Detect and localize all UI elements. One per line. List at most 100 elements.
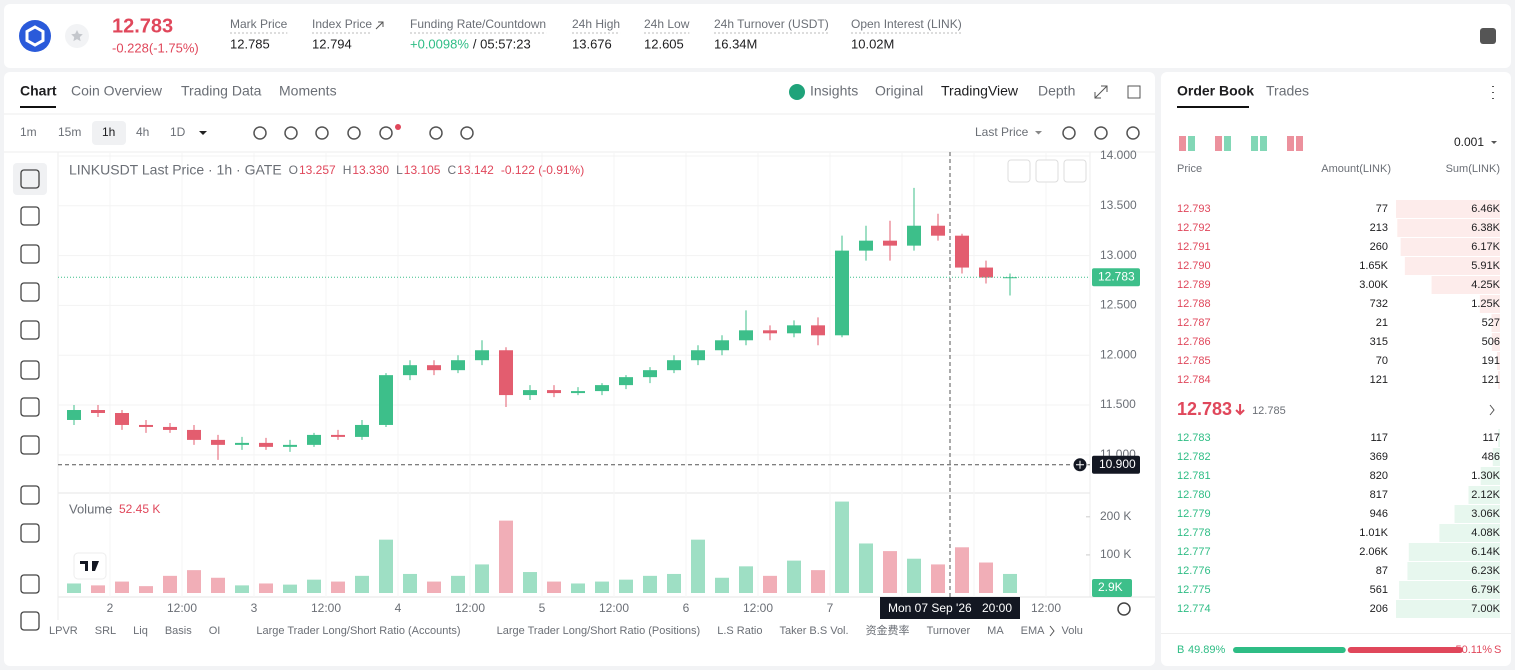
drawing-tool[interactable]: [20, 169, 40, 189]
drawing-tool[interactable]: [20, 397, 40, 417]
indicator-tab[interactable]: OI: [209, 625, 221, 637]
ob-price[interactable]: 12.787: [1177, 317, 1211, 329]
view-tab[interactable]: Insights: [810, 83, 858, 99]
tool-icon[interactable]: [460, 126, 474, 140]
ob-price[interactable]: 12.786: [1177, 336, 1211, 348]
chart-tab[interactable]: Coin Overview: [71, 83, 163, 99]
drawing-tool[interactable]: [20, 611, 40, 631]
drawing-tool[interactable]: [20, 360, 40, 380]
pane-button[interactable]: [1007, 159, 1031, 183]
chart-tab[interactable]: Chart: [20, 83, 57, 99]
candle-body: [931, 225, 945, 236]
drawing-tool[interactable]: [20, 282, 40, 302]
ob-price[interactable]: 12.788: [1177, 298, 1211, 310]
order-book-tab[interactable]: Order Book: [1177, 83, 1254, 99]
window-icon[interactable]: [1127, 85, 1141, 99]
ob-price[interactable]: 12.777: [1177, 546, 1211, 558]
ob-price[interactable]: 12.782: [1177, 451, 1211, 463]
indicator-tab[interactable]: L.S Ratio: [717, 625, 762, 637]
indicator-tab[interactable]: Volu: [1062, 625, 1083, 637]
price-type[interactable]: Last Price: [975, 125, 1029, 139]
drawing-tool[interactable]: [20, 485, 40, 505]
indicator-tab[interactable]: Large Trader Long/Short Ratio (Accounts): [256, 625, 460, 637]
indicator-tab[interactable]: Basis: [165, 625, 192, 637]
chevron[interactable]: [1489, 404, 1495, 416]
sidebar-icon[interactable]: [1480, 28, 1496, 44]
volume-bar: [667, 573, 681, 593]
order-book-tab[interactable]: Trades: [1266, 83, 1309, 99]
ob-price[interactable]: 12.776: [1177, 565, 1211, 577]
indicator-tab[interactable]: MA: [987, 625, 1004, 637]
drawing-tool[interactable]: [20, 435, 40, 455]
tool-icon[interactable]: [379, 126, 393, 140]
drawing-tool[interactable]: [20, 244, 40, 264]
ob-price[interactable]: 12.791: [1177, 241, 1211, 253]
ob-price[interactable]: 12.784: [1177, 374, 1211, 386]
drawing-tool[interactable]: [20, 523, 40, 543]
settings-button[interactable]: [1117, 602, 1131, 616]
interval[interactable]: 1D: [170, 125, 186, 139]
tool-icon[interactable]: [284, 126, 298, 140]
stat-value: 12.785: [230, 36, 270, 51]
chart-tab[interactable]: Trading Data: [181, 83, 262, 99]
candle-body: [139, 424, 153, 427]
ob-price[interactable]: 12.790: [1177, 260, 1211, 272]
indicator-tab[interactable]: Turnover: [927, 625, 971, 637]
crosshair-price-tag: [1092, 455, 1140, 474]
layout-icon[interactable]: [1287, 136, 1294, 151]
volume-bar: [307, 579, 321, 593]
indicator-tab[interactable]: LPVR: [49, 625, 78, 637]
tool-icon[interactable]: [315, 126, 329, 140]
ob-price[interactable]: 12.792: [1177, 222, 1211, 234]
indicator-tab[interactable]: EMA: [1021, 625, 1046, 637]
volume-bar: [235, 585, 249, 593]
ob-price[interactable]: 12.785: [1177, 355, 1211, 367]
indicator-tab[interactable]: Large Trader Long/Short Ratio (Positions…: [497, 625, 701, 637]
tool-icon[interactable]: [1062, 126, 1076, 140]
view-tab[interactable]: TradingView: [941, 83, 1019, 99]
tool-icon[interactable]: [347, 126, 361, 140]
layout-icon[interactable]: [1179, 136, 1186, 151]
pane-button[interactable]: [1035, 159, 1059, 183]
tool-icon[interactable]: [1126, 126, 1140, 140]
ob-price[interactable]: 12.781: [1177, 470, 1211, 482]
ob-price[interactable]: 12.774: [1177, 603, 1211, 615]
tool-icon[interactable]: [1094, 126, 1108, 140]
tool-icon[interactable]: [253, 126, 267, 140]
interval[interactable]: 1h: [102, 125, 115, 139]
depth-bar: [1498, 371, 1500, 389]
ob-price[interactable]: 12.780: [1177, 489, 1211, 501]
ob-amount: 2.06K: [1359, 546, 1388, 558]
indicator-tab[interactable]: Taker B.S Vol.: [779, 625, 848, 637]
expand-icon[interactable]: [1094, 85, 1108, 99]
indicator-tab[interactable]: SRL: [95, 625, 116, 637]
drawing-tool[interactable]: [20, 320, 40, 340]
interval[interactable]: 15m: [58, 125, 81, 139]
pane-button[interactable]: [1063, 159, 1087, 183]
ob-amount: 369: [1370, 451, 1388, 463]
drawing-tool[interactable]: [20, 574, 40, 594]
candle-body: [859, 240, 873, 251]
scroll-right[interactable]: [1049, 625, 1055, 637]
interval[interactable]: 1m: [20, 125, 37, 139]
precision[interactable]: 0.001: [1454, 135, 1484, 149]
layout-icon[interactable]: [1251, 136, 1258, 151]
view-tab[interactable]: Original: [875, 83, 923, 99]
tool-icon[interactable]: [429, 126, 443, 140]
volume-bar: [1003, 573, 1017, 593]
ob-price[interactable]: 12.793: [1177, 203, 1211, 215]
ob-price[interactable]: 12.775: [1177, 584, 1211, 596]
ob-price[interactable]: 12.789: [1177, 279, 1211, 291]
interval[interactable]: 4h: [136, 125, 149, 139]
ob-price[interactable]: 12.778: [1177, 527, 1211, 539]
ob-price[interactable]: 12.779: [1177, 508, 1211, 520]
drawing-tool[interactable]: [20, 206, 40, 226]
view-tab[interactable]: Depth: [1038, 83, 1075, 99]
indicator-tab[interactable]: 资金费率: [866, 623, 910, 637]
ob-amount: 213: [1370, 222, 1388, 234]
layout-icon[interactable]: [1215, 136, 1222, 151]
chart-tab[interactable]: Moments: [279, 83, 337, 99]
chart-legend: H: [343, 163, 352, 177]
indicator-tab[interactable]: Liq: [133, 625, 148, 637]
ob-price[interactable]: 12.783: [1177, 432, 1211, 444]
